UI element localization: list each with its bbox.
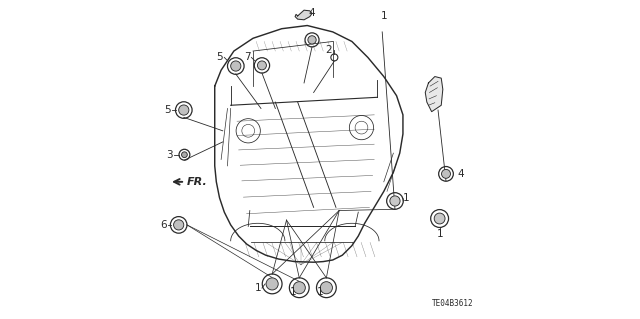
Circle shape (179, 105, 189, 115)
Circle shape (308, 36, 316, 44)
Circle shape (442, 169, 451, 178)
Circle shape (257, 61, 266, 70)
Text: TE04B3612: TE04B3612 (431, 299, 473, 308)
Circle shape (434, 213, 445, 224)
Text: 1: 1 (403, 193, 410, 204)
Circle shape (173, 220, 184, 230)
Text: 4: 4 (308, 8, 315, 18)
Text: 3: 3 (166, 150, 173, 160)
Circle shape (390, 196, 400, 206)
Text: 7: 7 (244, 52, 250, 63)
Text: 5: 5 (216, 52, 223, 63)
Circle shape (293, 282, 305, 294)
Text: 5: 5 (164, 105, 171, 115)
Text: FR.: FR. (187, 177, 207, 187)
Polygon shape (295, 10, 312, 20)
Circle shape (266, 278, 278, 290)
Text: 1: 1 (290, 287, 296, 297)
Circle shape (230, 61, 241, 71)
Circle shape (182, 152, 188, 158)
Text: 2: 2 (326, 45, 332, 55)
Text: 1: 1 (317, 287, 324, 297)
Polygon shape (425, 77, 443, 112)
Text: 1: 1 (436, 228, 443, 239)
Text: 4: 4 (457, 169, 464, 179)
Text: 1: 1 (255, 283, 261, 293)
Text: 6: 6 (160, 220, 167, 230)
Circle shape (320, 282, 332, 294)
Text: 1: 1 (381, 11, 388, 21)
